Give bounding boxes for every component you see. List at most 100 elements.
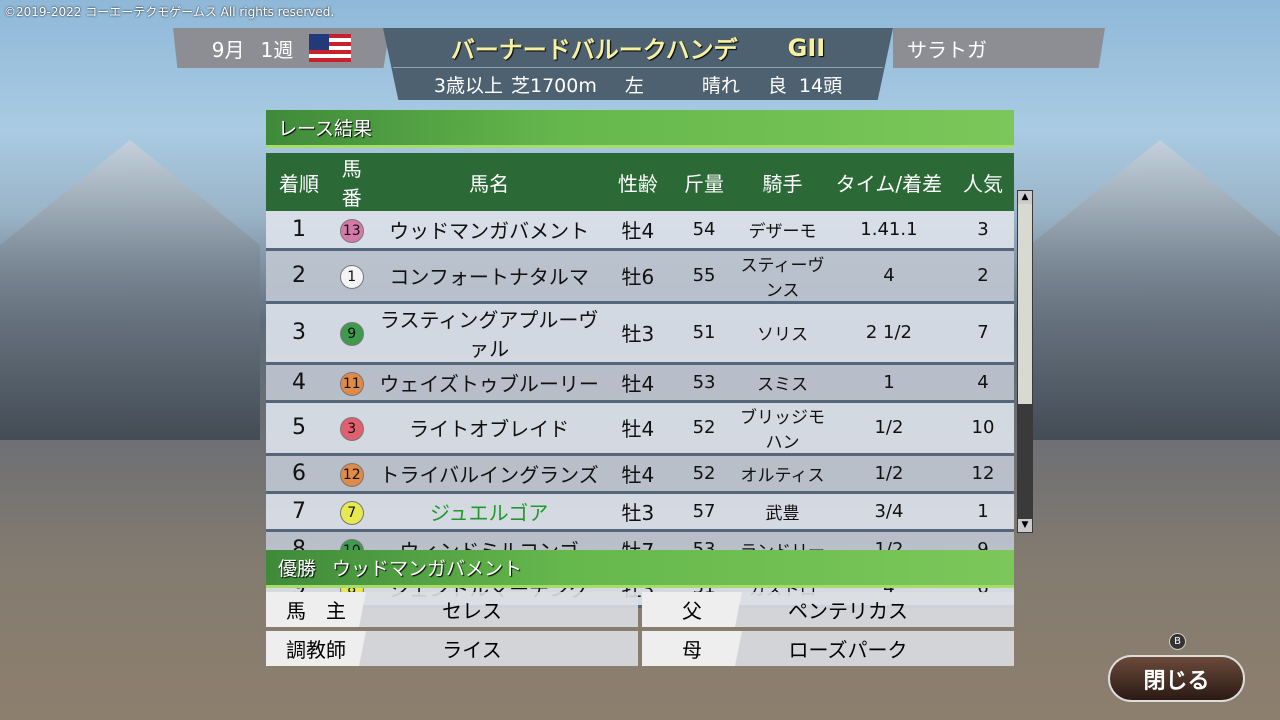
wt-cell: 52: [668, 401, 740, 456]
dam-label: 母: [642, 631, 742, 666]
horse-number-badge: 9: [339, 322, 364, 346]
week: 1週: [260, 37, 294, 62]
race-date: 9月 1週: [173, 28, 390, 68]
us-flag-icon: [309, 34, 352, 62]
jockey-cell: ソリス: [739, 302, 826, 365]
grandstand-right: [1030, 140, 1280, 440]
jockey-cell: デザーモ: [739, 211, 826, 251]
horse-number-cell: 7: [332, 492, 372, 532]
sexage-cell: 牡4: [606, 211, 669, 251]
sexage-cell: 牡3: [606, 302, 669, 365]
sexage-cell: 牡4: [606, 454, 669, 494]
trainer: ライス: [442, 638, 502, 662]
surface-distance: 芝1700m: [510, 74, 597, 97]
info-row: 馬 主 セレス 父 ペンテリカス: [266, 592, 1014, 627]
table-row[interactable]: 4 11 ウェイズトゥブルーリー 牡4 53 スミス 1 4: [266, 363, 1014, 403]
pop-cell: 3: [951, 211, 1014, 251]
horse-number-cell: 3: [332, 401, 372, 456]
trainer-label: 調教師: [266, 631, 366, 666]
runners: 14頭: [798, 74, 843, 97]
pop-cell: 2: [951, 249, 1014, 304]
pos-cell: 2: [266, 249, 333, 304]
pos-cell: 3: [266, 302, 333, 365]
wt-cell: 52: [668, 454, 740, 494]
dam: ローズパーク: [788, 638, 908, 662]
pos-cell: 7: [266, 492, 333, 532]
results-header: レース結果: [266, 110, 1014, 148]
jockey-cell: スミス: [739, 363, 826, 403]
jockey-cell: ブリッジモハン: [739, 401, 826, 456]
race-grade: GII: [787, 33, 826, 62]
wt-cell: 53: [668, 363, 740, 403]
wt-cell: 55: [668, 249, 740, 304]
scroll-up-icon[interactable]: ▲: [1018, 191, 1032, 204]
horse-number-badge: 1: [339, 265, 364, 289]
pop-cell: 10: [951, 401, 1014, 456]
track-name: サラトガ: [893, 28, 1105, 68]
scroll-thumb[interactable]: [1018, 204, 1032, 404]
grandstand-left: [0, 140, 260, 440]
horse-number-cell: 9: [332, 302, 372, 365]
table-row[interactable]: 5 3 ライトオブレイド 牡4 52 ブリッジモハン 1/2 10: [266, 401, 1014, 456]
margin-cell: 1/2: [825, 401, 952, 456]
jockey-cell: オルティス: [739, 454, 826, 494]
scroll-down-icon[interactable]: ▼: [1018, 519, 1032, 532]
pop-cell: 7: [951, 302, 1014, 365]
column-header: 馬番: [332, 153, 372, 211]
scrollbar[interactable]: ▲ ▼: [1017, 190, 1033, 533]
name-cell: コンフォートナタルマ: [371, 249, 607, 304]
horse-number-cell: 1: [332, 249, 372, 304]
column-header: 着順: [266, 153, 333, 211]
pos-cell: 4: [266, 363, 333, 403]
name-cell: ジュエルゴア: [371, 492, 607, 532]
sexage-cell: 牡4: [606, 363, 669, 403]
column-header: 馬名: [371, 153, 607, 211]
sire: ペンテリカス: [788, 599, 908, 623]
results-table: 着順 馬番 馬名 性齢 斤量 騎手 タイム/着差 人気 1 13 ウッドマンガバメント 牡4 54 デザ…: [266, 153, 1014, 608]
results-title: レース結果: [278, 118, 373, 140]
wt-cell: 57: [668, 492, 740, 532]
jockey-cell: 武豊: [739, 492, 826, 532]
wt-cell: 54: [668, 211, 740, 251]
horse-number-badge: 3: [339, 417, 364, 441]
name-cell: ウェイズトゥブルーリー: [371, 363, 607, 403]
month: 9月: [211, 37, 245, 62]
name-cell: ウッドマンガバメント: [371, 211, 607, 251]
pos-cell: 5: [266, 401, 333, 456]
going: 良: [767, 74, 787, 97]
table-row[interactable]: 7 7 ジュエルゴア 牡3 57 武豊 3/4 1: [266, 492, 1014, 532]
pos-cell: 1: [266, 211, 333, 251]
info-row: 調教師 ライス 母 ローズパーク: [266, 631, 1014, 666]
horse-number-badge: 13: [339, 218, 364, 243]
wt-cell: 51: [668, 302, 740, 365]
column-header: 斤量: [668, 153, 740, 211]
sexage-cell: 牡4: [606, 401, 669, 456]
pos-cell: 6: [266, 454, 333, 494]
close-button[interactable]: 閉じる: [1108, 655, 1245, 702]
horse-number-cell: 11: [332, 363, 372, 403]
winner-header: 優勝 ウッドマンガバメント: [266, 550, 1014, 588]
race-info: バーナードバルークハンデ GII 3歳以上 芝1700m 左 晴れ 良 14頭: [383, 28, 893, 100]
pop-cell: 12: [951, 454, 1014, 494]
margin-cell: 2 1/2: [825, 302, 952, 365]
horse-number-badge: 11: [339, 371, 364, 396]
margin-cell: 3/4: [825, 492, 952, 532]
direction: 左: [624, 74, 644, 97]
table-row[interactable]: 6 12 トライバルイングランズ 牡4 52 オルティス 1/2 12: [266, 454, 1014, 494]
column-header: タイム/着差: [825, 153, 952, 211]
name-cell: トライバルイングランズ: [371, 454, 607, 494]
name-cell: ラスティングアプルーヴァル: [371, 302, 607, 365]
owner: セレス: [442, 599, 502, 623]
age-condition: 3歳以上: [433, 74, 503, 97]
table-row[interactable]: 1 13 ウッドマンガバメント 牡4 54 デザーモ 1.41.1 3: [266, 211, 1014, 251]
margin-cell: 1: [825, 363, 952, 403]
sexage-cell: 牡6: [606, 249, 669, 304]
table-row[interactable]: 2 1 コンフォートナタルマ 牡6 55 スティーヴンス 4 2: [266, 249, 1014, 304]
sexage-cell: 牡3: [606, 492, 669, 532]
horse-number-cell: 12: [332, 454, 372, 494]
weather: 晴れ: [701, 74, 740, 97]
margin-cell: 4: [825, 249, 952, 304]
copyright: ©2019-2022 コーエーテクモゲームス All rights reserv…: [4, 5, 335, 19]
table-row[interactable]: 3 9 ラスティングアプルーヴァル 牡3 51 ソリス 2 1/2 7: [266, 302, 1014, 365]
pop-cell: 4: [951, 363, 1014, 403]
